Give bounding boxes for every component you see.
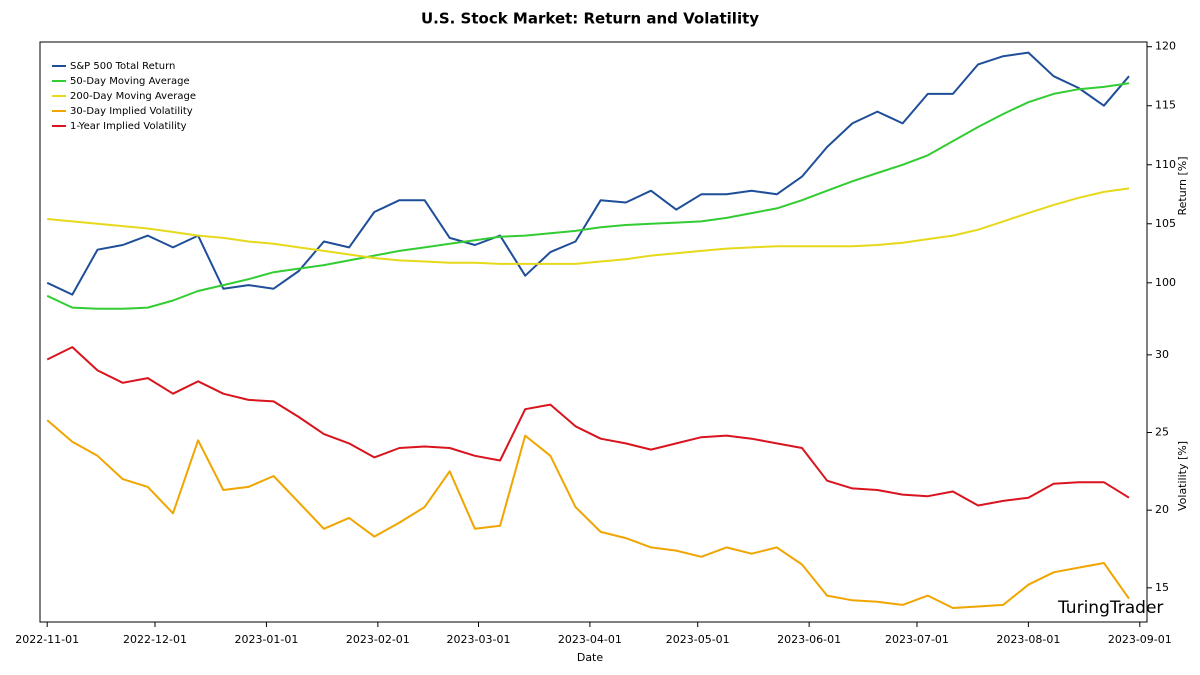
y-tick-label: 105 (1155, 217, 1176, 230)
chart-title: U.S. Stock Market: Return and Volatility (421, 10, 759, 28)
x-axis-title: Date (577, 651, 604, 664)
x-tick-label: 2023-04-01 (558, 633, 622, 646)
legend-label: 30-Day Implied Volatility (70, 106, 193, 117)
x-tick-label: 2022-12-01 (123, 633, 187, 646)
series-line (46, 82, 1130, 310)
legend-label: 1-Year Implied Volatility (70, 121, 187, 132)
x-tick-label: 2023-05-01 (666, 633, 730, 646)
plot-frame (39, 41, 1148, 623)
x-tick-label: 2023-03-01 (447, 633, 511, 646)
x-tick-label: 2023-02-01 (346, 633, 410, 646)
y2-tick-label: 20 (1155, 503, 1169, 516)
x-tick-label: 2023-09-01 (1108, 633, 1172, 646)
x-tick-label: 2023-08-01 (996, 633, 1060, 646)
legend-label: 200-Day Moving Average (70, 91, 196, 102)
watermark: TuringTrader (1057, 598, 1163, 618)
x-tick-label: 2023-06-01 (777, 633, 841, 646)
y2-tick-label: 15 (1155, 581, 1169, 594)
y2-tick-label: 25 (1155, 426, 1169, 439)
y2-axis-title: Volatility [%] (1176, 441, 1189, 511)
series-line (46, 346, 1130, 507)
series-line (47, 187, 1130, 265)
y-tick-label: 100 (1155, 276, 1176, 289)
series-line (46, 419, 1130, 609)
x-tick-label: 2023-07-01 (885, 633, 949, 646)
series-line (46, 51, 1130, 296)
x-tick-label: 2022-11-01 (15, 633, 79, 646)
y-tick-label: 120 (1155, 40, 1176, 53)
legend-label: 50-Day Moving Average (70, 76, 190, 87)
y-tick-label: 110 (1155, 158, 1176, 171)
y2-tick-label: 30 (1155, 348, 1169, 361)
y-tick-label: 115 (1155, 99, 1176, 112)
legend-label: S&P 500 Total Return (70, 61, 175, 72)
y-axis-title: Return [%] (1176, 156, 1189, 215)
x-tick-label: 2023-01-01 (234, 633, 298, 646)
